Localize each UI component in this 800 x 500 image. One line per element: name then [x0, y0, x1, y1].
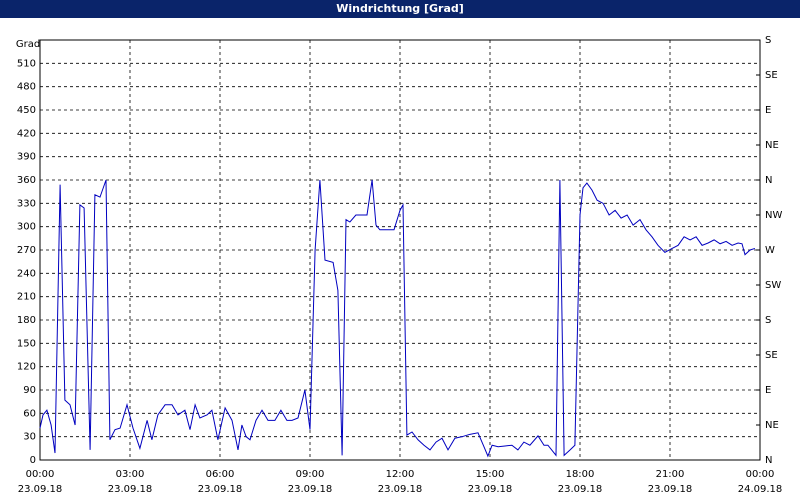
x-tick-label: 00:00: [26, 469, 55, 480]
data-line: [39, 179, 756, 458]
y-tick-label: 270: [17, 245, 36, 256]
y-tick-label: 210: [17, 292, 36, 303]
y2-tick-label: SE: [765, 350, 778, 361]
y2-tick-label: SE: [765, 70, 778, 81]
chart-title: Windrichtung [Grad]: [336, 2, 464, 15]
x-tick-date: 23.09.18: [648, 484, 693, 495]
y-tick-label: 390: [17, 152, 36, 163]
y-tick-label: 120: [17, 362, 36, 373]
x-tick-label: 06:00: [206, 469, 235, 480]
x-tick-label: 18:00: [566, 469, 595, 480]
y-tick-label: 150: [17, 338, 36, 349]
y-tick-label: 30: [23, 432, 36, 443]
y2-tick-label: SW: [765, 280, 781, 291]
y-tick-label: 300: [17, 222, 36, 233]
x-tick-date: 23.09.18: [18, 484, 63, 495]
x-tick-date: 23.09.18: [468, 484, 513, 495]
y-axis-label: Grad: [16, 39, 40, 50]
x-tick-date: 23.09.18: [558, 484, 603, 495]
y-tick-label: 420: [17, 128, 36, 139]
y2-tick-label: NE: [765, 420, 779, 431]
y-tick-label: 180: [17, 315, 36, 326]
x-tick-label: 15:00: [476, 469, 505, 480]
y-tick-label: 510: [17, 58, 36, 69]
x-tick-date: 23.09.18: [378, 484, 423, 495]
title-bar: [0, 0, 800, 18]
x-tick-label: 21:00: [656, 469, 685, 480]
x-tick-label: 00:00: [746, 469, 775, 480]
x-tick-label: 12:00: [386, 469, 415, 480]
y-tick-label: 330: [17, 198, 36, 209]
x-tick-date: 24.09.18: [738, 484, 783, 495]
y2-tick-label: W: [765, 245, 775, 256]
y-tick-label: 60: [23, 408, 36, 419]
y2-tick-label: N: [765, 455, 772, 466]
y-tick-label: 90: [23, 385, 36, 396]
x-tick-date: 23.09.18: [198, 484, 243, 495]
y2-tick-label: E: [765, 105, 771, 116]
y-tick-label: 0: [30, 455, 36, 466]
y2-tick-label: S: [765, 315, 771, 326]
y-tick-label: 450: [17, 105, 36, 116]
x-tick-date: 23.09.18: [288, 484, 333, 495]
y2-tick-label: N: [765, 175, 772, 186]
y-tick-label: 480: [17, 82, 36, 93]
y2-tick-label: S: [765, 35, 771, 46]
y2-tick-label: NE: [765, 140, 779, 151]
x-tick-label: 09:00: [296, 469, 325, 480]
y2-tick-label: NW: [765, 210, 782, 221]
x-tick-date: 23.09.18: [108, 484, 153, 495]
y2-tick-label: E: [765, 385, 771, 396]
y-tick-label: 360: [17, 175, 36, 186]
y-tick-label: 240: [17, 268, 36, 279]
x-tick-label: 03:00: [116, 469, 145, 480]
